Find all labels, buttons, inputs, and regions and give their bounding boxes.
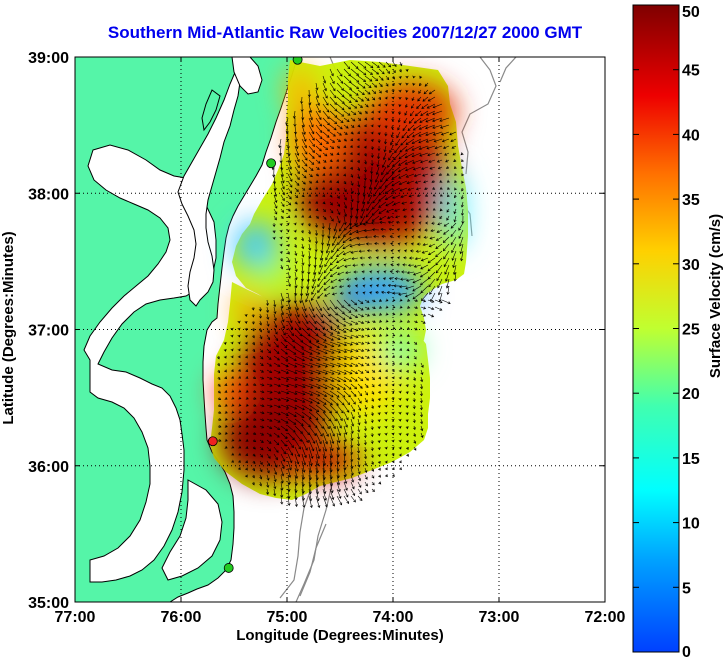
chart-title: Southern Mid-Atlantic Raw Velocities 200…: [108, 23, 583, 42]
colorbar-tick-label: 30: [682, 257, 700, 274]
colorbar-tick-label: 5: [682, 580, 691, 597]
velocity-field: [210, 60, 468, 509]
pamlico-sound: [161, 479, 223, 581]
x-tick-label: 76:00: [161, 609, 202, 626]
vector-arrows: [216, 61, 465, 509]
radar-station-marker: [223, 563, 234, 573]
x-tick-label: 74:00: [373, 609, 414, 626]
colorbar-label: Surface Velocity (cm/s): [707, 214, 724, 378]
colorbar-tick-label: 40: [682, 127, 700, 144]
chesapeake-bay: [177, 68, 241, 307]
radar-station-marker: [266, 158, 277, 169]
radar-station-marker: [207, 436, 218, 447]
colorbar-tick-label: 10: [682, 516, 700, 533]
axis-ticks: 77:00 76:00 75:00 74:00 73:00 72:00 39:00 38:00…: [28, 50, 625, 626]
delaware-bay: [231, 57, 263, 95]
x-tick-label: 75:00: [267, 609, 308, 626]
radar-station-marker: [292, 57, 303, 65]
colorbar-tick-label: 0: [682, 644, 691, 659]
grid-lines: [75, 57, 605, 602]
y-tick-label: 37:00: [28, 323, 69, 340]
y-tick-label: 39:00: [28, 50, 69, 67]
velocity-vectors: [216, 61, 465, 509]
colorbar-tick-label: 20: [682, 386, 700, 403]
y-tick-label: 35:00: [28, 595, 69, 612]
bay-peninsula: [201, 89, 221, 132]
x-tick-label: 77:00: [55, 609, 96, 626]
colorbar-tick-label: 25: [682, 322, 700, 339]
y-axis-label: Latitude (Degrees:Minutes): [0, 231, 17, 424]
colorbar-tick-label: 45: [682, 63, 700, 80]
y-tick-label: 36:00: [28, 459, 69, 476]
colorbar: [632, 4, 680, 653]
y-tick-label: 38:00: [28, 186, 69, 203]
colorbar-tick-label: 50: [682, 4, 700, 21]
colorbar-tick-label: 35: [682, 192, 700, 209]
x-tick-label: 73:00: [479, 609, 520, 626]
x-axis-label: Longitude (Degrees:Minutes): [236, 627, 444, 644]
x-tick-label: 72:00: [585, 609, 626, 626]
colorbar-tick-label: 15: [682, 451, 700, 468]
radar-stations: [207, 57, 303, 573]
